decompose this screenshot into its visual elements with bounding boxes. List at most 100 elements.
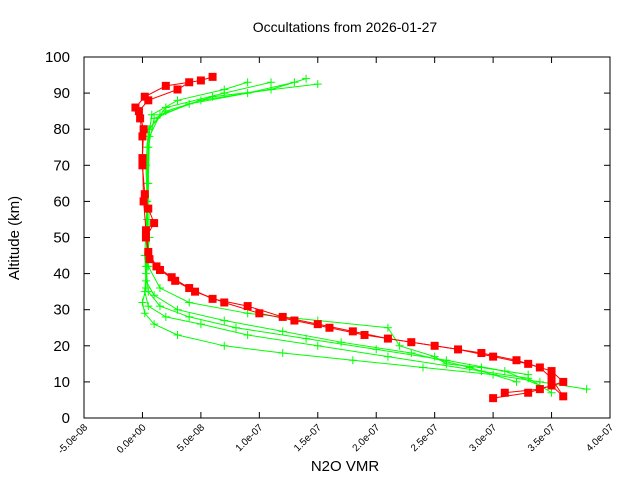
y-tick-label: 10	[53, 374, 70, 391]
data-point-square	[138, 154, 147, 163]
plot-frame	[83, 56, 611, 419]
data-point-plus	[220, 341, 229, 350]
data-point-plus	[161, 312, 170, 321]
data-point-square	[220, 298, 229, 307]
data-point-plus	[144, 287, 153, 296]
series-line	[145, 81, 529, 376]
data-point-plus	[147, 110, 156, 119]
y-tick-label: 60	[53, 193, 70, 210]
series-line	[141, 83, 587, 390]
data-point-plus	[231, 323, 240, 332]
y-tick-label: 70	[53, 157, 70, 174]
data-point-square	[512, 356, 521, 365]
data-point-plus	[173, 330, 182, 339]
data-point-plus	[150, 320, 159, 329]
data-point-square	[171, 276, 180, 285]
x-tick-label: 3.5e-07	[526, 422, 558, 454]
data-point-square	[524, 359, 533, 368]
data-point-square	[144, 204, 153, 213]
data-point-plus	[144, 302, 153, 311]
data-point-square	[500, 388, 509, 397]
data-point-square	[290, 316, 299, 325]
data-point-plus	[278, 327, 287, 336]
x-tick-label: 1.5e-07	[292, 422, 324, 454]
data-point-plus	[173, 305, 182, 314]
series-line	[144, 81, 517, 383]
chart-title: Occultations from 2026-01-27	[253, 19, 438, 35]
y-tick-label: 90	[53, 85, 70, 102]
data-point-plus	[143, 215, 152, 224]
data-point-square	[535, 385, 544, 394]
y-tick-label: 0	[62, 410, 70, 427]
data-point-square	[185, 78, 194, 87]
data-point-plus	[372, 345, 381, 354]
data-point-plus	[524, 370, 533, 379]
data-point-plus	[161, 103, 170, 112]
series-4	[140, 78, 521, 386]
data-point-plus	[395, 341, 404, 350]
data-point-square	[136, 114, 145, 123]
data-point-square	[208, 72, 217, 81]
data-point-plus	[185, 298, 194, 307]
series-line	[138, 81, 565, 394]
data-point-plus	[243, 330, 252, 339]
x-tick-label: -5.0e-08	[56, 422, 90, 456]
data-point-square	[524, 388, 533, 397]
series-5	[131, 72, 568, 403]
data-point-square	[145, 255, 154, 264]
data-point-plus	[155, 284, 164, 293]
data-point-square	[325, 323, 334, 332]
data-point-square	[150, 219, 159, 228]
data-point-plus	[267, 85, 276, 94]
data-point-plus	[155, 302, 164, 311]
data-point-plus	[407, 349, 416, 358]
data-point-square	[278, 312, 287, 321]
y-tick-label: 50	[53, 230, 70, 247]
series-line	[145, 81, 541, 386]
x-tick-label: 1.0e-07	[234, 422, 266, 454]
y-tick-label: 20	[53, 338, 70, 355]
data-point-plus	[173, 96, 182, 105]
data-point-square	[255, 309, 264, 318]
data-point-square	[489, 352, 498, 361]
series-layer	[131, 72, 591, 403]
data-point-square	[243, 302, 252, 311]
data-point-plus	[512, 377, 521, 386]
series-line	[134, 76, 564, 399]
series-line	[144, 78, 552, 394]
data-point-square	[141, 233, 150, 242]
data-point-plus	[220, 316, 229, 325]
data-point-plus	[243, 78, 252, 87]
data-point-plus	[196, 96, 205, 105]
data-point-square	[173, 85, 182, 94]
data-point-plus	[278, 349, 287, 358]
data-point-plus	[582, 385, 591, 394]
data-point-plus	[383, 352, 392, 361]
data-point-square	[477, 349, 486, 358]
data-point-plus	[220, 85, 229, 94]
data-point-square	[140, 190, 149, 199]
data-point-plus	[243, 89, 252, 98]
data-point-plus	[150, 291, 159, 300]
data-point-plus	[138, 298, 147, 307]
data-point-square	[139, 125, 148, 134]
data-point-plus	[185, 312, 194, 321]
data-point-plus	[348, 356, 357, 365]
data-point-square	[454, 345, 463, 354]
data-point-square	[196, 76, 205, 85]
data-point-square	[489, 394, 498, 403]
data-point-square	[141, 226, 150, 235]
data-point-plus	[337, 338, 346, 347]
data-point-square	[313, 320, 322, 329]
data-point-square	[138, 132, 147, 141]
data-point-square	[559, 392, 568, 401]
data-point-square	[144, 96, 153, 105]
data-point-plus	[140, 309, 149, 318]
y-tick-label: 80	[53, 121, 70, 138]
data-point-plus	[313, 80, 322, 89]
x-tick-label: 2.5e-07	[409, 422, 441, 454]
y-axis-label: Altitude (km)	[6, 196, 23, 280]
x-tick-label: 5.0e-08	[175, 422, 207, 454]
data-point-square	[547, 367, 556, 376]
data-point-square	[559, 377, 568, 386]
